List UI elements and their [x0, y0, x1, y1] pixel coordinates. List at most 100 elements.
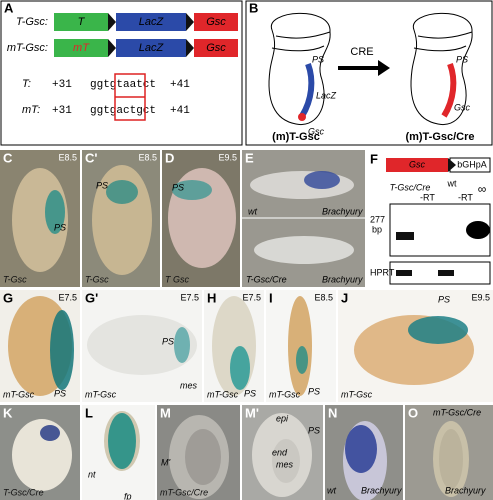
lane-label: ∞: [478, 182, 487, 196]
sequence-start: +31: [52, 79, 72, 91]
stain: [439, 429, 463, 489]
panel-label: M': [245, 405, 259, 420]
genotype: T-Gsc/Cre: [3, 487, 44, 497]
label: Gsc: [308, 126, 325, 136]
annotation: epi: [276, 413, 289, 423]
panel-a-frame: [0, 0, 243, 146]
stain: [304, 171, 340, 189]
construct-name: T-Gsc:: [16, 16, 48, 28]
genotype: mT-Gsc: [85, 389, 117, 399]
stage: E7.5: [242, 292, 261, 302]
embryo: [254, 236, 354, 264]
panel-label: G': [85, 290, 98, 305]
panel-label: N: [328, 405, 337, 420]
stage: E9.5: [218, 152, 237, 162]
panel-label: I: [269, 290, 273, 305]
band: [396, 232, 414, 240]
stain: [345, 425, 377, 473]
size-label: 277: [370, 214, 385, 224]
band: [396, 270, 412, 276]
panel-label: C': [85, 150, 97, 165]
stain: [106, 180, 138, 204]
stripe-lacz: [299, 62, 315, 118]
stain: [40, 425, 60, 441]
segment-text: Gsc: [206, 42, 226, 54]
genotype: mT-Gsc: [207, 389, 239, 399]
sequence-name: mT:: [22, 104, 40, 116]
panel-label: D: [165, 150, 174, 165]
label: LacZ: [316, 90, 337, 100]
annotation: mes: [276, 459, 294, 469]
stain: [272, 439, 300, 483]
stage: E8.5: [138, 152, 157, 162]
panel-label: O: [408, 405, 418, 420]
sequence-text: ct: [143, 105, 156, 117]
segment-gsc: [194, 39, 238, 57]
loxp: [448, 158, 456, 172]
annotation: end: [272, 447, 288, 457]
segment-promoter: [54, 39, 108, 57]
segment-lacz: [116, 13, 186, 31]
stain: [108, 413, 136, 469]
annotation: PS: [438, 294, 450, 304]
sequence-end: +41: [170, 105, 190, 117]
embryo: [87, 315, 197, 375]
annotation: PS: [172, 182, 184, 192]
panel-b-frame: [245, 0, 493, 146]
annotation: mT-Gsc/Cre: [433, 407, 481, 417]
lane-label: -RT: [420, 192, 435, 202]
stain: [50, 310, 74, 390]
annotation: mes: [180, 380, 198, 390]
lane-label: T-Gsc/Cre: [390, 182, 431, 192]
segment-gsc: [386, 158, 448, 172]
panel-label: C: [3, 150, 13, 165]
arrow-label: CRE: [350, 46, 373, 58]
sequence-name: T:: [22, 78, 31, 90]
caption: (m)T-Gsc: [272, 131, 320, 143]
stain: [45, 190, 65, 234]
genotype: T-Gsc: [85, 274, 109, 284]
annotation: Brachyury: [445, 485, 486, 495]
dot-gsc: [298, 113, 306, 121]
genotype: mT-Gsc: [341, 389, 373, 399]
band: [438, 270, 454, 276]
embryo: [288, 296, 312, 396]
embryo: [250, 171, 354, 199]
construct-name: mT-Gsc:: [7, 42, 48, 54]
panel-label: B: [249, 0, 258, 15]
caption: (m)T-Gsc/Cre: [405, 131, 474, 143]
annotation: wt: [327, 485, 336, 495]
stripe-gsc: [441, 62, 457, 118]
annotation: PS: [308, 425, 320, 435]
label: PS: [312, 54, 324, 64]
sequence-end: +41: [170, 79, 190, 91]
stage: E9.5: [471, 292, 490, 302]
embryo-outline: [410, 12, 473, 126]
embryo-line: [271, 31, 331, 52]
sequence-text: ct: [143, 79, 156, 91]
band: [466, 221, 490, 239]
size-label: bp: [372, 224, 382, 234]
annotation: nt: [88, 469, 96, 479]
genotype: mT-Gsc: [269, 389, 301, 399]
panel-label: K: [3, 405, 13, 420]
segment-lacz: [116, 39, 186, 57]
panel-label: J: [341, 290, 348, 305]
genotype: T-Gsc: [3, 274, 27, 284]
embryo-outline: [268, 12, 331, 126]
sequence-start: +31: [52, 105, 72, 117]
segment-text: Gsc: [409, 159, 426, 169]
annotation: PS: [162, 336, 174, 346]
segment-text: Gsc: [206, 16, 226, 28]
genotype: mT-Gsc: [3, 389, 35, 399]
annotation: PS: [96, 180, 108, 190]
annotation: T-Gsc/Cre: [246, 274, 287, 284]
panel-label: A: [4, 0, 14, 15]
stain: [296, 346, 308, 374]
panel-label: G: [3, 290, 13, 305]
annotation: PS: [54, 222, 66, 232]
panel-label: L: [85, 405, 93, 420]
stain: [185, 429, 221, 485]
stage: E8.5: [58, 152, 77, 162]
